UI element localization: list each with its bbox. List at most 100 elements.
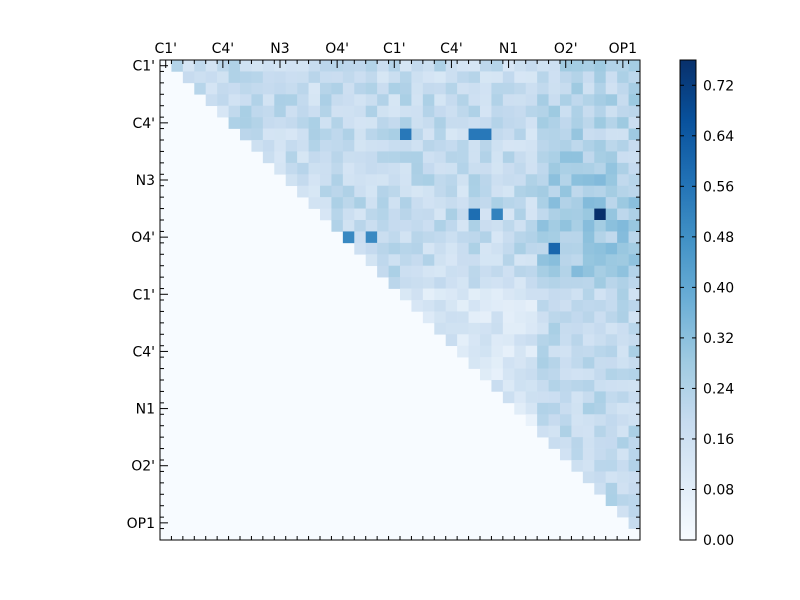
heatmap-cell <box>400 197 412 209</box>
heatmap-cell <box>548 94 561 107</box>
heatmap-cell <box>285 71 298 84</box>
heatmap-cell <box>571 117 584 129</box>
heatmap-cell <box>434 242 447 255</box>
heatmap-cell <box>240 105 252 118</box>
heatmap-cell <box>377 197 389 209</box>
heatmap-cell <box>571 174 584 187</box>
heatmap-cell <box>537 334 549 347</box>
heatmap-cell <box>400 174 412 187</box>
heatmap-cell <box>525 174 538 187</box>
heatmap-cell <box>548 311 561 324</box>
heatmap-cell <box>205 94 218 107</box>
heatmap-cell <box>457 311 469 324</box>
heatmap-cell <box>411 60 424 72</box>
heatmap-cell <box>457 254 469 267</box>
heatmap-cell <box>194 60 207 72</box>
heatmap-cell <box>377 265 389 278</box>
heatmap-cell <box>228 105 241 118</box>
heatmap-cell <box>468 288 481 301</box>
heatmap-cell <box>525 334 538 347</box>
heatmap-cell <box>560 425 572 438</box>
heatmap-cell <box>525 60 538 72</box>
heatmap-cell <box>342 174 355 187</box>
heatmap-cell <box>560 300 572 312</box>
heatmap-cell <box>285 151 298 164</box>
heatmap-cell <box>514 242 527 255</box>
heatmap-cell <box>560 357 572 369</box>
heatmap-cell <box>514 220 527 232</box>
heatmap-cell <box>514 322 527 335</box>
heatmap-cell <box>445 220 458 232</box>
heatmap-cell <box>582 322 595 335</box>
heatmap-cell <box>331 140 344 152</box>
colorbar-tick-label: 0.48 <box>703 230 734 246</box>
heatmap-cell <box>480 117 492 129</box>
heatmap-cell <box>480 105 492 118</box>
heatmap-cell <box>388 265 401 278</box>
heatmap-cell <box>605 482 618 495</box>
heatmap-cell <box>560 197 572 209</box>
heatmap-cell <box>285 128 298 141</box>
heatmap-cell <box>628 482 641 495</box>
heatmap-cell <box>525 128 538 141</box>
heatmap-cell <box>411 151 424 164</box>
y-tick-label: O2' <box>131 459 155 475</box>
heatmap-cell <box>342 82 355 95</box>
heatmap-cell <box>605 60 618 72</box>
heatmap-cell <box>491 345 504 358</box>
heatmap-cell <box>548 357 561 369</box>
x-tick-label: OP1 <box>609 41 637 57</box>
heatmap-cell <box>342 185 355 198</box>
x-tick-label: C4' <box>440 41 463 57</box>
heatmap-cell <box>388 140 401 152</box>
heatmap-cell <box>582 471 595 484</box>
heatmap-cell <box>320 162 332 175</box>
heatmap-cell <box>480 174 492 187</box>
colorbar-ticks: 0.00 0.08 0.16 0.24 0.32 0.40 0.48 0.56 0.64 0.72 <box>680 78 734 549</box>
heatmap-cell <box>605 471 618 484</box>
heatmap-cell <box>548 254 561 267</box>
heatmap-cell <box>571 288 584 301</box>
heatmap-cell <box>251 60 264 72</box>
heatmap-cell <box>377 151 389 164</box>
heatmap-cell <box>468 140 481 152</box>
heatmap-cell <box>605 162 618 175</box>
heatmap-cell <box>605 357 618 369</box>
heatmap-cell <box>502 105 515 118</box>
heatmap-cell <box>617 380 629 392</box>
heatmap-cell <box>571 322 584 335</box>
heatmap-cell <box>251 82 264 95</box>
heatmap-cell <box>434 185 447 198</box>
heatmap-cell <box>571 265 584 278</box>
heatmap-cell <box>445 277 458 289</box>
heatmap-cell <box>445 82 458 95</box>
colorbar-tick-label: 0.24 <box>703 381 734 397</box>
heatmap-cell <box>628 322 641 335</box>
heatmap-cell <box>491 380 504 392</box>
heatmap-cell <box>422 242 435 255</box>
heatmap-cell <box>571 128 584 141</box>
heatmap-cell <box>571 357 584 369</box>
heatmap-cell <box>514 334 527 347</box>
heatmap-cell <box>617 402 629 415</box>
heatmap-cell <box>422 117 435 129</box>
heatmap-cell <box>525 242 538 255</box>
heatmap-cell <box>388 174 401 187</box>
heatmap-cell <box>457 208 469 221</box>
heatmap-cell <box>445 322 458 335</box>
heatmap-cell <box>628 265 641 278</box>
heatmap-cell <box>434 105 447 118</box>
heatmap-cell <box>582 437 595 449</box>
heatmap-cell <box>388 220 401 232</box>
heatmap-cell <box>434 82 447 95</box>
heatmap-cell <box>525 345 538 358</box>
heatmap-cell <box>571 277 584 289</box>
heatmap-cell <box>434 71 447 84</box>
heatmap-cell <box>525 117 538 129</box>
heatmap-cell <box>628 517 641 529</box>
heatmap-cell <box>594 220 607 232</box>
heatmap-cell <box>571 94 584 107</box>
heatmap-cell <box>491 105 504 118</box>
heatmap-cell <box>571 460 584 472</box>
heatmap-cell <box>628 242 641 255</box>
